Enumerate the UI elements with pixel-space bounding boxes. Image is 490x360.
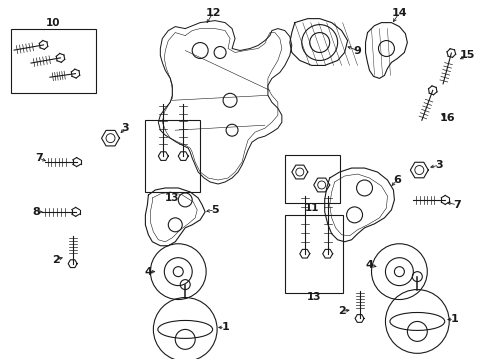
Text: 3: 3 (122, 123, 129, 133)
Text: 3: 3 (436, 160, 443, 170)
Text: 8: 8 (32, 207, 40, 217)
Text: 11: 11 (304, 203, 319, 213)
Text: 14: 14 (392, 8, 407, 18)
Text: 13: 13 (165, 193, 179, 203)
Text: 5: 5 (211, 205, 219, 215)
Text: 12: 12 (205, 8, 221, 18)
Text: 9: 9 (354, 45, 362, 55)
Text: 4: 4 (145, 267, 152, 276)
Text: 16: 16 (440, 113, 455, 123)
Text: 2: 2 (338, 306, 345, 316)
Text: 7: 7 (453, 200, 461, 210)
Bar (11, 28, 96, 93)
Text: 7: 7 (35, 153, 43, 163)
Text: 1: 1 (450, 314, 458, 324)
Text: 15: 15 (460, 50, 475, 60)
Text: 6: 6 (393, 175, 401, 185)
Text: 13: 13 (306, 292, 321, 302)
Text: 4: 4 (366, 260, 373, 270)
Text: 10: 10 (46, 18, 60, 28)
Bar (285, 155, 340, 203)
Text: 2: 2 (52, 255, 60, 265)
Text: 1: 1 (221, 323, 229, 332)
Bar (285, 215, 343, 293)
Bar (146, 120, 200, 192)
